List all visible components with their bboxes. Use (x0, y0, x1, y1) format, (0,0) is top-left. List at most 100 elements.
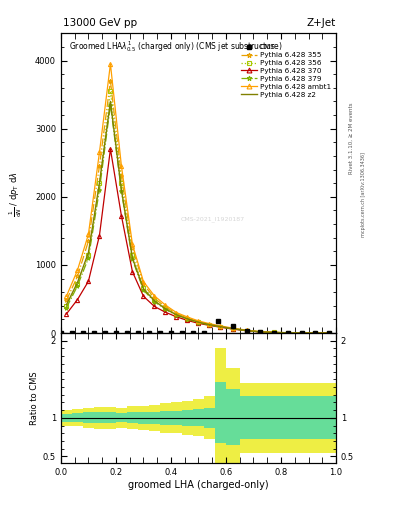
Pythia 6.428 ambt1 (75, 267, 80, 273)
Pythia 6.428 ambt1 (272, 329, 277, 335)
Pythia 6.428 355 (285, 330, 290, 336)
Pythia 6.428 355 (313, 330, 318, 336)
Pythia 6.428 370 (174, 314, 179, 320)
Pythia 6.428 356 (141, 285, 146, 291)
Text: 13000 GeV pp: 13000 GeV pp (63, 18, 137, 28)
Pythia 6.428 ambt1 (327, 330, 332, 336)
Pythia 6.428 379 (174, 312, 179, 318)
Line: Pythia 6.428 379: Pythia 6.428 379 (64, 103, 331, 335)
Pythia 6.428 355 (64, 297, 69, 304)
Pythia 6.428 355 (258, 329, 263, 335)
Pythia 6.428 356 (285, 330, 290, 336)
Pythia 6.428 370 (152, 304, 157, 310)
Pythia 6.428 379 (163, 306, 168, 312)
Pythia 6.428 z2 (285, 330, 290, 336)
Pythia 6.428 379 (313, 330, 318, 336)
X-axis label: groomed LHA (charged-only): groomed LHA (charged-only) (128, 480, 269, 490)
Pythia 6.428 355 (299, 330, 304, 336)
Pythia 6.428 379 (196, 319, 201, 326)
Line: Pythia 6.428 370: Pythia 6.428 370 (64, 147, 331, 335)
Pythia 6.428 356 (207, 322, 212, 328)
Pythia 6.428 355 (97, 163, 102, 169)
Pythia 6.428 355 (218, 324, 223, 330)
Pythia 6.428 379 (152, 298, 157, 305)
Pythia 6.428 356 (272, 329, 277, 335)
Text: Groomed LHA$\lambda^{1}_{0.5}$ (charged only) (CMS jet substructure): Groomed LHA$\lambda^{1}_{0.5}$ (charged … (69, 39, 283, 54)
Pythia 6.428 370 (130, 269, 135, 275)
Pythia 6.428 z2 (163, 306, 168, 312)
Pythia 6.428 370 (313, 330, 318, 336)
Legend: CMS, Pythia 6.428 355, Pythia 6.428 356, Pythia 6.428 370, Pythia 6.428 379, Pyt: CMS, Pythia 6.428 355, Pythia 6.428 356,… (240, 43, 332, 99)
Pythia 6.428 ambt1 (230, 325, 235, 331)
Pythia 6.428 ambt1 (86, 231, 91, 238)
Pythia 6.428 356 (64, 304, 69, 310)
Pythia 6.428 370 (299, 330, 304, 336)
Pythia 6.428 370 (141, 293, 146, 300)
Pythia 6.428 356 (75, 281, 80, 287)
Pythia 6.428 355 (163, 304, 168, 310)
Pythia 6.428 356 (163, 305, 168, 311)
Pythia 6.428 ambt1 (258, 329, 263, 335)
Pythia 6.428 ambt1 (218, 323, 223, 329)
Pythia 6.428 ambt1 (119, 163, 124, 169)
Pythia 6.428 355 (185, 315, 190, 321)
Pythia 6.428 z2 (86, 249, 91, 255)
Pythia 6.428 370 (119, 213, 124, 219)
Pythia 6.428 ambt1 (152, 293, 157, 299)
Pythia 6.428 355 (207, 322, 212, 328)
Pythia 6.428 379 (272, 329, 277, 335)
Pythia 6.428 ambt1 (185, 314, 190, 320)
Pythia 6.428 356 (313, 330, 318, 336)
Pythia 6.428 379 (141, 287, 146, 293)
Pythia 6.428 ambt1 (299, 330, 304, 336)
Pythia 6.428 379 (97, 187, 102, 193)
Pythia 6.428 z2 (185, 316, 190, 322)
Pythia 6.428 ambt1 (108, 61, 113, 67)
Pythia 6.428 ambt1 (207, 321, 212, 327)
Pythia 6.428 z2 (313, 330, 318, 336)
Pythia 6.428 370 (272, 329, 277, 335)
Pythia 6.428 z2 (230, 326, 235, 332)
Pythia 6.428 356 (130, 251, 135, 258)
Pythia 6.428 370 (258, 329, 263, 335)
Pythia 6.428 z2 (272, 329, 277, 335)
Pythia 6.428 356 (152, 296, 157, 303)
Pythia 6.428 379 (64, 305, 69, 311)
Pythia 6.428 379 (119, 188, 124, 195)
Text: $\frac{1}{\mathrm{d}N}$ / $\mathrm{d}p_\mathrm{T}$ $\mathrm{d}\lambda$: $\frac{1}{\mathrm{d}N}$ / $\mathrm{d}p_\… (7, 172, 24, 218)
Pythia 6.428 356 (86, 251, 91, 258)
Pythia 6.428 379 (258, 329, 263, 335)
Pythia 6.428 z2 (207, 322, 212, 328)
Pythia 6.428 z2 (97, 180, 102, 186)
Text: mcplots.cern.ch [arXiv:1306.3436]: mcplots.cern.ch [arXiv:1306.3436] (361, 152, 366, 237)
Pythia 6.428 z2 (119, 187, 124, 193)
Pythia 6.428 ambt1 (244, 327, 249, 333)
Pythia 6.428 z2 (108, 98, 113, 104)
Pythia 6.428 355 (141, 281, 146, 287)
Pythia 6.428 370 (207, 323, 212, 329)
Pythia 6.428 355 (272, 329, 277, 335)
Pythia 6.428 370 (185, 317, 190, 324)
Pythia 6.428 370 (163, 309, 168, 315)
Pythia 6.428 ambt1 (196, 318, 201, 324)
Pythia 6.428 379 (130, 257, 135, 263)
Pythia 6.428 356 (258, 329, 263, 335)
Pythia 6.428 379 (285, 330, 290, 336)
Pythia 6.428 356 (218, 324, 223, 330)
Pythia 6.428 356 (185, 316, 190, 322)
Pythia 6.428 370 (97, 232, 102, 239)
Pythia 6.428 370 (244, 328, 249, 334)
Pythia 6.428 z2 (299, 330, 304, 336)
Pythia 6.428 ambt1 (141, 279, 146, 285)
Pythia 6.428 379 (327, 330, 332, 336)
Pythia 6.428 356 (196, 319, 201, 325)
Pythia 6.428 355 (86, 238, 91, 244)
Text: CMS-2021_I1920187: CMS-2021_I1920187 (180, 216, 244, 222)
Pythia 6.428 355 (244, 327, 249, 333)
Pythia 6.428 355 (230, 326, 235, 332)
Pythia 6.428 379 (218, 324, 223, 330)
Pythia 6.428 ambt1 (163, 302, 168, 308)
Pythia 6.428 379 (230, 326, 235, 332)
Pythia 6.428 z2 (130, 255, 135, 261)
Pythia 6.428 ambt1 (313, 330, 318, 336)
